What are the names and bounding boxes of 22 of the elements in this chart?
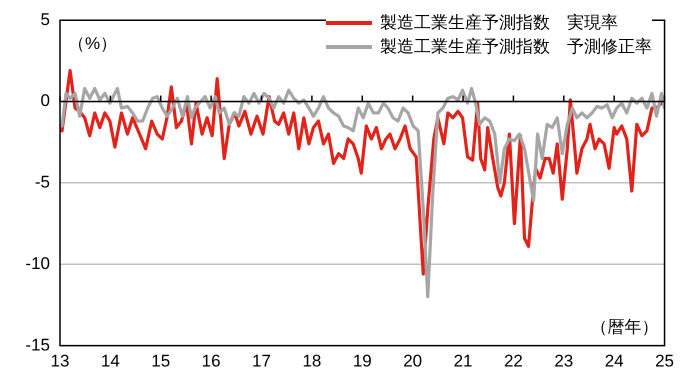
x-tick-label: 19 [352,351,372,370]
x-tick-label: 20 [403,351,422,370]
x-tick-label: 22 [504,351,523,370]
x-tick-label: 21 [454,351,472,370]
x-tick-label: 17 [252,351,271,370]
x-tick-label: 16 [202,351,221,370]
y-tick-label: -10 [25,254,50,273]
legend-label: 製造工業生産予測指数 予測修正率 [380,36,652,58]
x-tick-label: 24 [604,351,624,370]
y-tick-label: -5 [34,172,50,192]
y-tick-label: 0 [40,91,50,110]
x-tick-label: 13 [50,351,70,370]
y-axis-title: （%） [68,34,118,53]
x-tick-label: 23 [554,351,574,370]
y-tick-label: 5 [40,10,50,29]
x-tick-label: 15 [151,351,170,370]
x-tick-label: 18 [302,351,322,370]
legend-label: 製造工業生産予測指数 実現率 [380,12,618,34]
x-axis-title: （暦年） [590,317,659,336]
y-tick-label: -15 [25,335,50,354]
x-tick-label: 25 [655,351,674,370]
x-tick-label: 14 [100,351,120,370]
